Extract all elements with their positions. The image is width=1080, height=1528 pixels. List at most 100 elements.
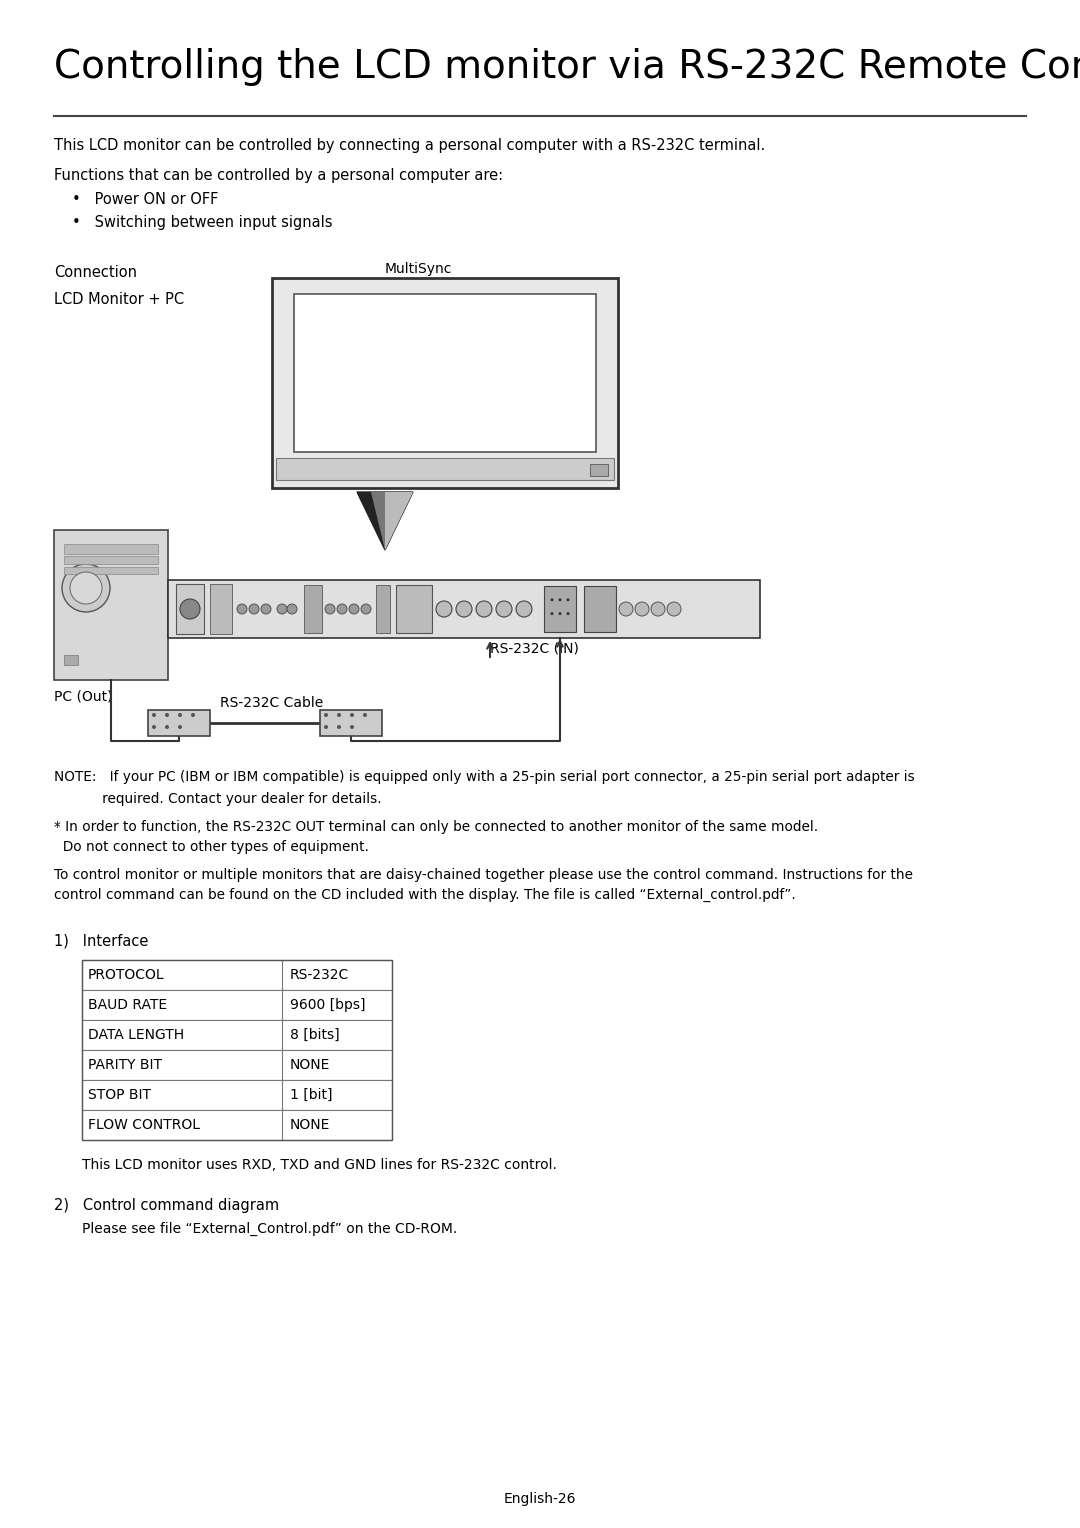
- Circle shape: [558, 599, 562, 602]
- Text: control command can be found on the CD included with the display. The file is ca: control command can be found on the CD i…: [54, 888, 796, 902]
- Text: RS-232C Cable: RS-232C Cable: [220, 695, 323, 711]
- Circle shape: [249, 604, 259, 614]
- FancyBboxPatch shape: [82, 1109, 392, 1140]
- FancyBboxPatch shape: [210, 584, 232, 634]
- FancyBboxPatch shape: [64, 556, 158, 564]
- Circle shape: [551, 613, 554, 616]
- Circle shape: [456, 601, 472, 617]
- Text: BAUD RATE: BAUD RATE: [87, 998, 167, 1012]
- Text: 2)   Control command diagram: 2) Control command diagram: [54, 1198, 279, 1213]
- Circle shape: [350, 714, 354, 717]
- Circle shape: [165, 724, 168, 729]
- Circle shape: [337, 604, 347, 614]
- Circle shape: [436, 601, 453, 617]
- Polygon shape: [372, 492, 413, 550]
- Text: Do not connect to other types of equipment.: Do not connect to other types of equipme…: [54, 840, 369, 854]
- Text: MultiSync: MultiSync: [384, 261, 453, 277]
- FancyBboxPatch shape: [82, 1050, 392, 1080]
- Polygon shape: [357, 492, 413, 550]
- FancyBboxPatch shape: [54, 530, 168, 680]
- Circle shape: [635, 602, 649, 616]
- Text: 9600 [bps]: 9600 [bps]: [291, 998, 365, 1012]
- Circle shape: [261, 604, 271, 614]
- Circle shape: [551, 599, 554, 602]
- Circle shape: [62, 564, 110, 613]
- Text: •   Power ON or OFF: • Power ON or OFF: [72, 193, 218, 206]
- Circle shape: [558, 613, 562, 616]
- Text: 1)   Interface: 1) Interface: [54, 934, 148, 949]
- Circle shape: [651, 602, 665, 616]
- FancyBboxPatch shape: [590, 465, 608, 477]
- FancyBboxPatch shape: [584, 587, 616, 633]
- Text: RS-232C (IN): RS-232C (IN): [490, 642, 579, 656]
- Circle shape: [70, 571, 102, 604]
- FancyBboxPatch shape: [82, 990, 392, 1021]
- Circle shape: [349, 604, 359, 614]
- FancyBboxPatch shape: [303, 585, 322, 633]
- Text: FLOW CONTROL: FLOW CONTROL: [87, 1118, 200, 1132]
- Text: This LCD monitor can be controlled by connecting a personal computer with a RS-2: This LCD monitor can be controlled by co…: [54, 138, 766, 153]
- Circle shape: [363, 714, 367, 717]
- Circle shape: [496, 601, 512, 617]
- Circle shape: [516, 601, 532, 617]
- Circle shape: [178, 714, 183, 717]
- Circle shape: [619, 602, 633, 616]
- FancyBboxPatch shape: [544, 587, 576, 633]
- Text: 8 [bits]: 8 [bits]: [291, 1028, 339, 1042]
- Circle shape: [324, 724, 328, 729]
- FancyBboxPatch shape: [376, 585, 390, 633]
- FancyBboxPatch shape: [276, 458, 615, 480]
- FancyBboxPatch shape: [294, 293, 596, 452]
- Text: NONE: NONE: [291, 1057, 330, 1073]
- FancyBboxPatch shape: [82, 960, 392, 990]
- Circle shape: [178, 724, 183, 729]
- Circle shape: [237, 604, 247, 614]
- Text: LCD Monitor + PC: LCD Monitor + PC: [54, 292, 184, 307]
- FancyBboxPatch shape: [82, 1021, 392, 1050]
- Circle shape: [337, 724, 341, 729]
- FancyBboxPatch shape: [82, 1080, 392, 1109]
- Text: NONE: NONE: [291, 1118, 330, 1132]
- Circle shape: [165, 714, 168, 717]
- Circle shape: [180, 599, 200, 619]
- Circle shape: [567, 613, 569, 616]
- Circle shape: [152, 714, 156, 717]
- Text: •   Switching between input signals: • Switching between input signals: [72, 215, 333, 231]
- Text: PC (Out): PC (Out): [54, 691, 112, 704]
- Text: Connection: Connection: [54, 264, 137, 280]
- Circle shape: [476, 601, 492, 617]
- FancyBboxPatch shape: [272, 278, 618, 487]
- Text: * In order to function, the RS-232C OUT terminal can only be connected to anothe: * In order to function, the RS-232C OUT …: [54, 821, 819, 834]
- FancyBboxPatch shape: [64, 656, 78, 665]
- Text: NOTE:   If your PC (IBM or IBM compatible) is equipped only with a 25-pin serial: NOTE: If your PC (IBM or IBM compatible)…: [54, 770, 915, 784]
- Text: Please see file “External_Control.pdf” on the CD-ROM.: Please see file “External_Control.pdf” o…: [82, 1222, 457, 1236]
- Text: 1 [bit]: 1 [bit]: [291, 1088, 333, 1102]
- FancyBboxPatch shape: [320, 711, 382, 736]
- Text: RS-232C: RS-232C: [291, 969, 349, 983]
- Text: DATA LENGTH: DATA LENGTH: [87, 1028, 184, 1042]
- FancyBboxPatch shape: [64, 567, 158, 575]
- Circle shape: [667, 602, 681, 616]
- Circle shape: [337, 714, 341, 717]
- Circle shape: [567, 599, 569, 602]
- Circle shape: [325, 604, 335, 614]
- Circle shape: [324, 714, 328, 717]
- FancyBboxPatch shape: [396, 585, 432, 633]
- Circle shape: [152, 724, 156, 729]
- FancyBboxPatch shape: [64, 544, 158, 555]
- Text: English-26: English-26: [503, 1491, 577, 1507]
- Text: STOP BIT: STOP BIT: [87, 1088, 151, 1102]
- Circle shape: [361, 604, 372, 614]
- Text: Functions that can be controlled by a personal computer are:: Functions that can be controlled by a pe…: [54, 168, 503, 183]
- FancyBboxPatch shape: [176, 584, 204, 634]
- Text: Controlling the LCD monitor via RS-232C Remote Control: Controlling the LCD monitor via RS-232C …: [54, 47, 1080, 86]
- Text: PARITY BIT: PARITY BIT: [87, 1057, 162, 1073]
- Text: This LCD monitor uses RXD, TXD and GND lines for RS-232C control.: This LCD monitor uses RXD, TXD and GND l…: [82, 1158, 557, 1172]
- Text: PROTOCOL: PROTOCOL: [87, 969, 164, 983]
- FancyBboxPatch shape: [148, 711, 210, 736]
- Circle shape: [276, 604, 287, 614]
- Text: required. Contact your dealer for details.: required. Contact your dealer for detail…: [54, 792, 381, 805]
- Circle shape: [350, 724, 354, 729]
- Polygon shape: [384, 492, 413, 550]
- FancyBboxPatch shape: [168, 581, 760, 639]
